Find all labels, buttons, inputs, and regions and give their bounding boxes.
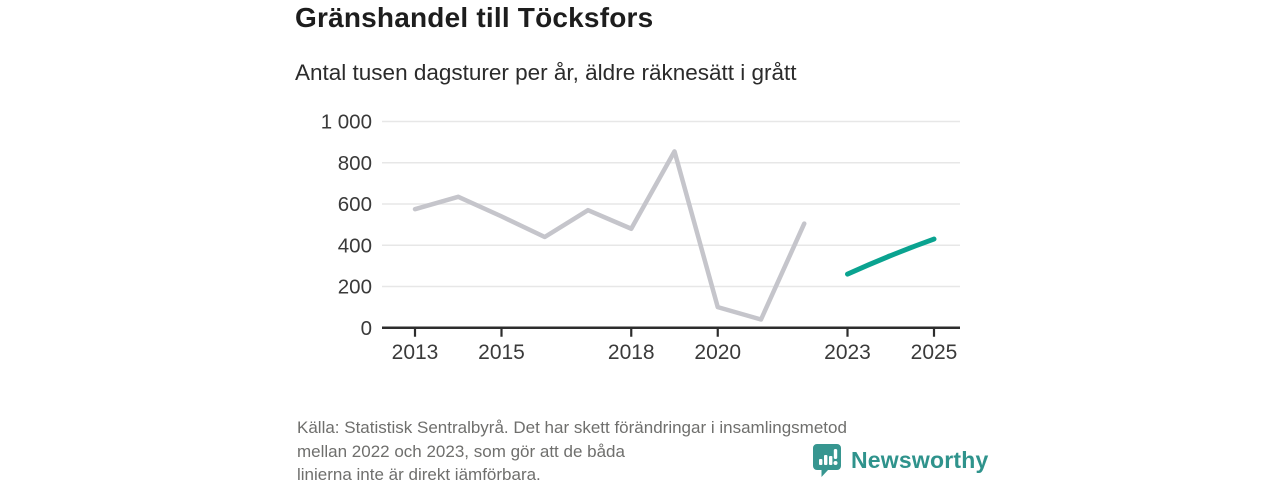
chart-subtitle: Antal tusen dagsturer per år, äldre räkn… [295, 60, 797, 85]
source-note-line: linjerna inte är direkt jämförbara. [297, 465, 541, 480]
series-äldre-räknesätt [412, 149, 807, 322]
y-tick-label: 800 [338, 152, 372, 175]
x-tick-label: 2023 [824, 341, 871, 364]
source-note-line: mellan 2022 och 2023, som gör att de båd… [297, 441, 625, 461]
x-tick-label: 2025 [911, 341, 958, 364]
source-note-line: Källa: Statistisk Sentralbyrå. Det har s… [297, 418, 847, 437]
x-tick-label: 2015 [478, 341, 525, 364]
page-title: Gränshandel till Töcksfors [295, 2, 654, 33]
source-note: Källa: Statistisk Sentralbyrå. Det har s… [297, 416, 847, 480]
bar-chart-badge-icon [812, 443, 842, 478]
y-tick-label: 400 [338, 234, 372, 257]
y-tick-label: 200 [338, 276, 372, 299]
x-tick-label: 2013 [392, 341, 439, 364]
newsworthy-brand: Newsworthy [812, 443, 988, 478]
line-chart-canvas: 0 200 400 600 800 1 000 2013 2015 2018 2020 2023 20… [321, 111, 960, 364]
brand-name: Newsworthy [851, 447, 989, 473]
y-tick-label: 0 [361, 317, 372, 340]
y-tick-label: 600 [338, 193, 372, 216]
line-chart: 0 200 400 600 800 1 000 2013 2015 2018 2020 2023 20… [280, 105, 980, 375]
x-tick-label: 2018 [608, 341, 655, 364]
y-tick-label: 1 000 [321, 111, 372, 134]
series-nytt-räknesätt [845, 236, 937, 277]
x-tick-label: 2020 [694, 341, 741, 364]
